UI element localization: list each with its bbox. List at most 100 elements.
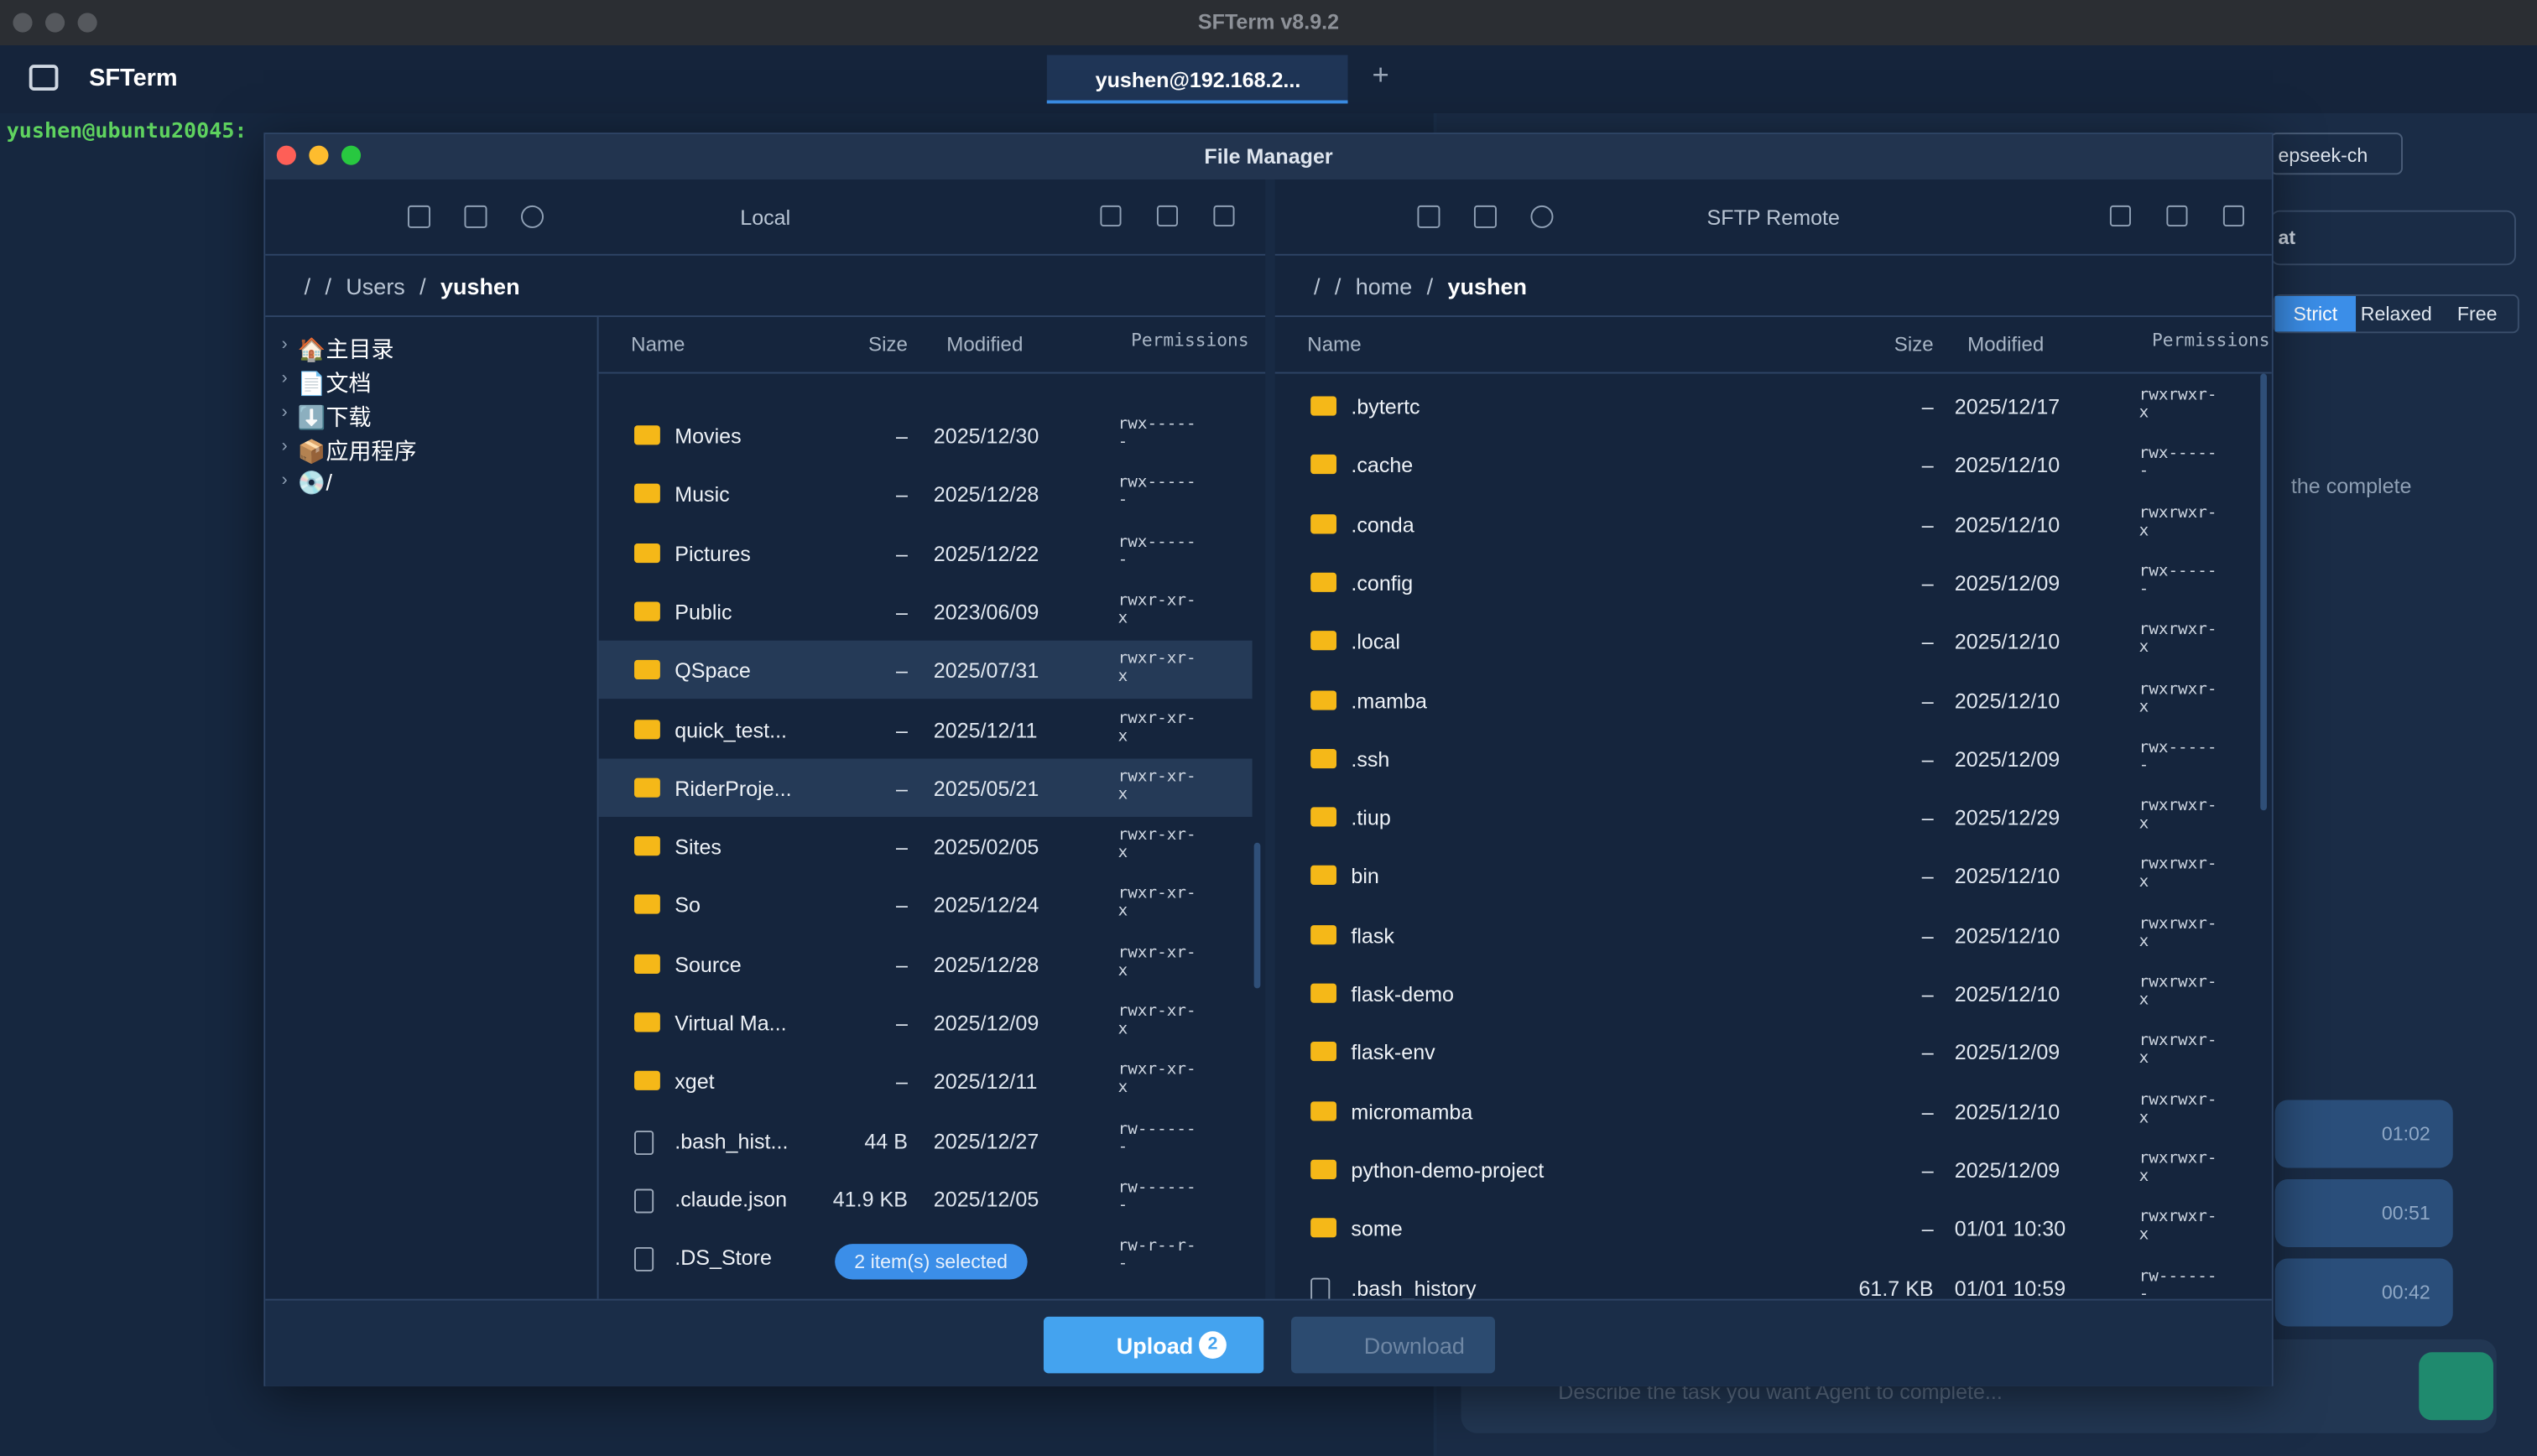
col-modified: Modified	[946, 333, 1024, 356]
refresh-icon[interactable]	[1530, 205, 1554, 228]
file-row[interactable]: xget –2025/12/11 rwxr-xr-x	[599, 1052, 1253, 1110]
up-icon[interactable]	[1417, 205, 1440, 228]
folder-icon[interactable]	[1156, 205, 1179, 227]
file-row[interactable]: python-demo-project –2025/12/09 rwxrwxr-x	[1275, 1140, 2259, 1198]
file-row[interactable]: some –01/01 10:30 rwxrwxr-x	[1275, 1199, 2259, 1256]
file-permissions: rw-r--r--	[1117, 1237, 1196, 1274]
file-row[interactable]: Virtual Ma... –2025/12/09 rwxr-xr-x	[599, 993, 1253, 1051]
remote-pane: SFTP Remote / / home / yushen Name Size Modified…	[1274, 179, 2272, 1299]
file-row[interactable]: .bash_history 61.7 KB 01/01 10:59 rw-------	[1275, 1257, 2259, 1299]
file-row[interactable]: flask-env –2025/12/09 rwxrwxr-x	[1275, 1022, 2259, 1080]
file-size: –	[895, 541, 908, 566]
file-permissions: rwxrwxr-x	[2138, 914, 2217, 951]
file-size: –	[895, 1069, 908, 1095]
chat-tab[interactable]: at	[2269, 210, 2516, 266]
file-size: –	[895, 893, 908, 918]
file-name: .bash_hist...	[675, 1128, 789, 1153]
refresh-icon[interactable]	[521, 205, 544, 228]
folder-icon	[634, 1071, 660, 1091]
file-row[interactable]: So –2025/12/24 rwxr-xr-x	[599, 876, 1253, 933]
scrollbar	[2260, 373, 2267, 811]
file-permissions: rw-------	[2138, 1267, 2217, 1299]
file-row[interactable]: .claude.json 41.9 KB 2025/12/05 rw-------	[599, 1169, 1253, 1227]
new-tab[interactable]: +	[1372, 58, 1389, 91]
bookmark-icon[interactable]	[1100, 205, 1122, 227]
col-name: Name	[1307, 333, 1362, 356]
fm-title-bar: File Manager	[265, 134, 2272, 180]
file-row[interactable]: Public –2023/06/09 rwxr-xr-x	[599, 582, 1253, 640]
message-bubble: 00:42	[2274, 1258, 2453, 1327]
file-permissions: rwxr-xr-x	[1117, 650, 1196, 687]
tree-item[interactable]: ⬇️下载	[297, 404, 372, 431]
file-row[interactable]: .local –2025/12/10 rwxrwxr-x	[1275, 611, 2259, 669]
file-name: Virtual Ma...	[675, 1011, 787, 1036]
file-row[interactable]: RiderProje... –2025/05/21 rwxr-xr-x	[598, 758, 1253, 817]
file-row[interactable]: Movies –2025/12/30 rwx------	[599, 406, 1253, 464]
crumb: home	[1355, 273, 1413, 299]
file-modified: 2025/12/09	[1954, 570, 2060, 595]
file-row[interactable]: .ssh –2025/12/09 rwx------	[1275, 729, 2259, 787]
file-row[interactable]: Pictures –2025/12/22 rwx------	[599, 523, 1253, 581]
home-icon[interactable]	[464, 205, 487, 228]
menu-icon[interactable]	[29, 65, 59, 91]
file-row[interactable]: quick_test... –2025/12/11 rwxr-xr-x	[599, 699, 1253, 757]
file-row[interactable]: QSpace –2025/07/31 rwxr-xr-x	[598, 641, 1253, 699]
file-size: –	[1921, 512, 1934, 537]
upload-count: 2	[1199, 1331, 1227, 1360]
file-row[interactable]: .config –2025/12/09 rwx------	[1275, 553, 2259, 611]
file-permissions: rwxrwxr-x	[2138, 1150, 2217, 1186]
folder-icon	[634, 719, 660, 739]
up-icon[interactable]	[408, 205, 431, 228]
folder-icon	[634, 425, 660, 445]
tree-toggle: ›	[281, 403, 288, 423]
col-permissions: Permissions	[1131, 330, 1249, 351]
bookmark-icon[interactable]	[2109, 205, 2131, 227]
file-icon	[634, 1188, 654, 1214]
file-row[interactable]: Sites –2025/02/05 rwxr-xr-x	[599, 817, 1253, 875]
send-button[interactable]	[2419, 1352, 2493, 1421]
file-name: .ssh	[1351, 746, 1390, 772]
tree-item[interactable]: 📦应用程序	[297, 438, 417, 465]
file-row[interactable]: Source –2025/12/28 rwxr-xr-x	[599, 934, 1253, 992]
divider	[265, 315, 1266, 318]
home-icon[interactable]	[1473, 205, 1497, 228]
tree-item[interactable]: 📄文档	[297, 370, 372, 397]
mode-option[interactable]: Free	[2456, 302, 2498, 325]
file-row[interactable]: micromamba –2025/12/10 rwxrwxr-x	[1275, 1081, 2259, 1139]
new-folder-icon[interactable]	[2222, 205, 2244, 227]
file-size: –	[1921, 1099, 1934, 1124]
file-row[interactable]: .cache –2025/12/10 rwx------	[1275, 435, 2259, 493]
file-row[interactable]: .tiup –2025/12/29 rwxrwxr-x	[1275, 788, 2259, 845]
file-row[interactable]: Music –2025/12/28 rwx------	[599, 465, 1253, 523]
file-row[interactable]: bin –2025/12/10 rwxrwxr-x	[1275, 846, 2259, 904]
tab[interactable]: yushen@192.168.2...	[1046, 55, 1348, 104]
mode-option[interactable]: Strict	[2274, 295, 2357, 332]
toolbar	[265, 179, 1266, 256]
file-size: –	[895, 835, 908, 860]
file-row[interactable]: flask –2025/12/10 rwxrwxr-x	[1275, 905, 2259, 963]
folder-icon[interactable]	[2166, 205, 2188, 227]
crumb: /	[325, 273, 331, 299]
message-bubble: 01:02	[2274, 1100, 2453, 1168]
tree-item[interactable]: 💿/	[297, 469, 332, 496]
time: 01:02	[2381, 1122, 2430, 1146]
file-row[interactable]: .bytertc –2025/12/17 rwxrwxr-x	[1275, 377, 2259, 434]
mode-option[interactable]: Relaxed	[2360, 302, 2432, 325]
tree-item[interactable]: 🏠主目录	[297, 336, 394, 363]
model-select[interactable]: epseek-ch	[2269, 133, 2403, 175]
file-row[interactable]: .mamba –2025/12/10 rwxrwxr-x	[1275, 670, 2259, 728]
file-row[interactable]: flask-demo –2025/12/10 rwxrwxr-x	[1275, 964, 2259, 1022]
divider	[1274, 315, 2272, 318]
file-list: Movies –2025/12/30 rwx------ Music –2025/12/…	[598, 374, 1253, 1299]
upload-button[interactable]: Upload 2	[1043, 1316, 1264, 1374]
file-modified: 2025/05/21	[933, 776, 1039, 801]
crumb: /	[419, 273, 426, 299]
download-button[interactable]: Download	[1291, 1316, 1496, 1374]
file-icon	[1310, 1277, 1331, 1299]
new-folder-icon[interactable]	[1213, 205, 1235, 227]
file-row[interactable]: .bash_hist... 44 B 2025/12/27 rw-------	[599, 1110, 1253, 1168]
file-modified: 2025/12/24	[933, 893, 1039, 918]
file-row[interactable]: .conda –2025/12/10 rwxrwxr-x	[1275, 494, 2259, 552]
file-modified: 2025/12/05	[933, 1187, 1039, 1212]
file-modified: 2025/12/28	[933, 952, 1039, 977]
